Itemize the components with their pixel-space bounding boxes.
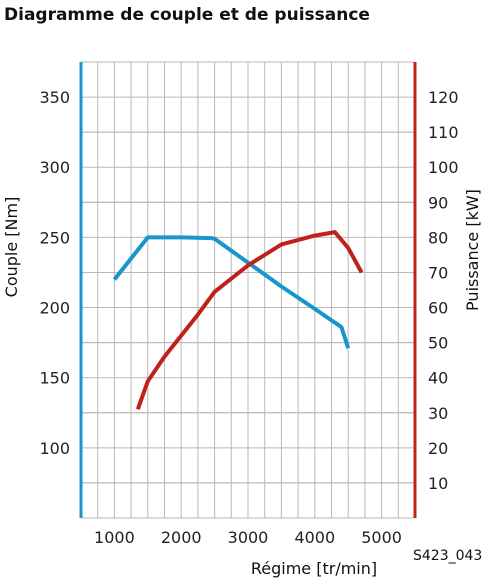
y-right-tick-label: 110	[428, 123, 459, 142]
chart-tick-labels: 1000 2000 3000 4000 5000 100 150 200 250 300 350 10…	[39, 88, 458, 547]
y-right-tick-label: 10	[428, 474, 448, 493]
y-right-tick-label: 90	[428, 193, 448, 212]
y-left-tick-label: 300	[39, 158, 70, 177]
torque-curve	[112, 235, 351, 349]
x-axis-label: Régime [tr/min]	[251, 559, 377, 578]
power-curve	[135, 230, 364, 410]
y-right-tick-label: 100	[428, 158, 459, 177]
y-right-tick-label: 30	[428, 404, 448, 423]
x-tick-label: 2000	[161, 528, 202, 547]
y-left-axis-label: Couple [Nm]	[2, 197, 21, 298]
chart-series-layer	[112, 230, 364, 410]
chart-grid	[80, 61, 416, 519]
chart-title: Diagramme de couple et de puissance	[4, 5, 370, 25]
y-left-tick-label: 200	[39, 299, 70, 318]
y-right-tick-label: 40	[428, 369, 448, 388]
y-right-axis-label: Puissance [kW]	[463, 189, 482, 311]
x-tick-label: 1000	[94, 528, 135, 547]
y-right-tick-label: 50	[428, 334, 448, 353]
y-right-tick-label: 70	[428, 263, 448, 282]
y-left-tick-label: 350	[39, 88, 70, 107]
y-left-tick-label: 150	[39, 369, 70, 388]
chart-axes	[79, 62, 417, 518]
y-right-tick-label: 120	[428, 88, 459, 107]
y-left-tick-label: 100	[39, 439, 70, 458]
x-tick-label: 4000	[294, 528, 335, 547]
x-tick-label: 5000	[361, 528, 402, 547]
y-right-tick-label: 80	[428, 228, 448, 247]
x-tick-label: 3000	[228, 528, 269, 547]
y-left-tick-label: 250	[39, 228, 70, 247]
y-right-tick-label: 60	[428, 299, 448, 318]
y-right-tick-label: 20	[428, 439, 448, 458]
figure-reference: S423_043	[413, 548, 482, 564]
